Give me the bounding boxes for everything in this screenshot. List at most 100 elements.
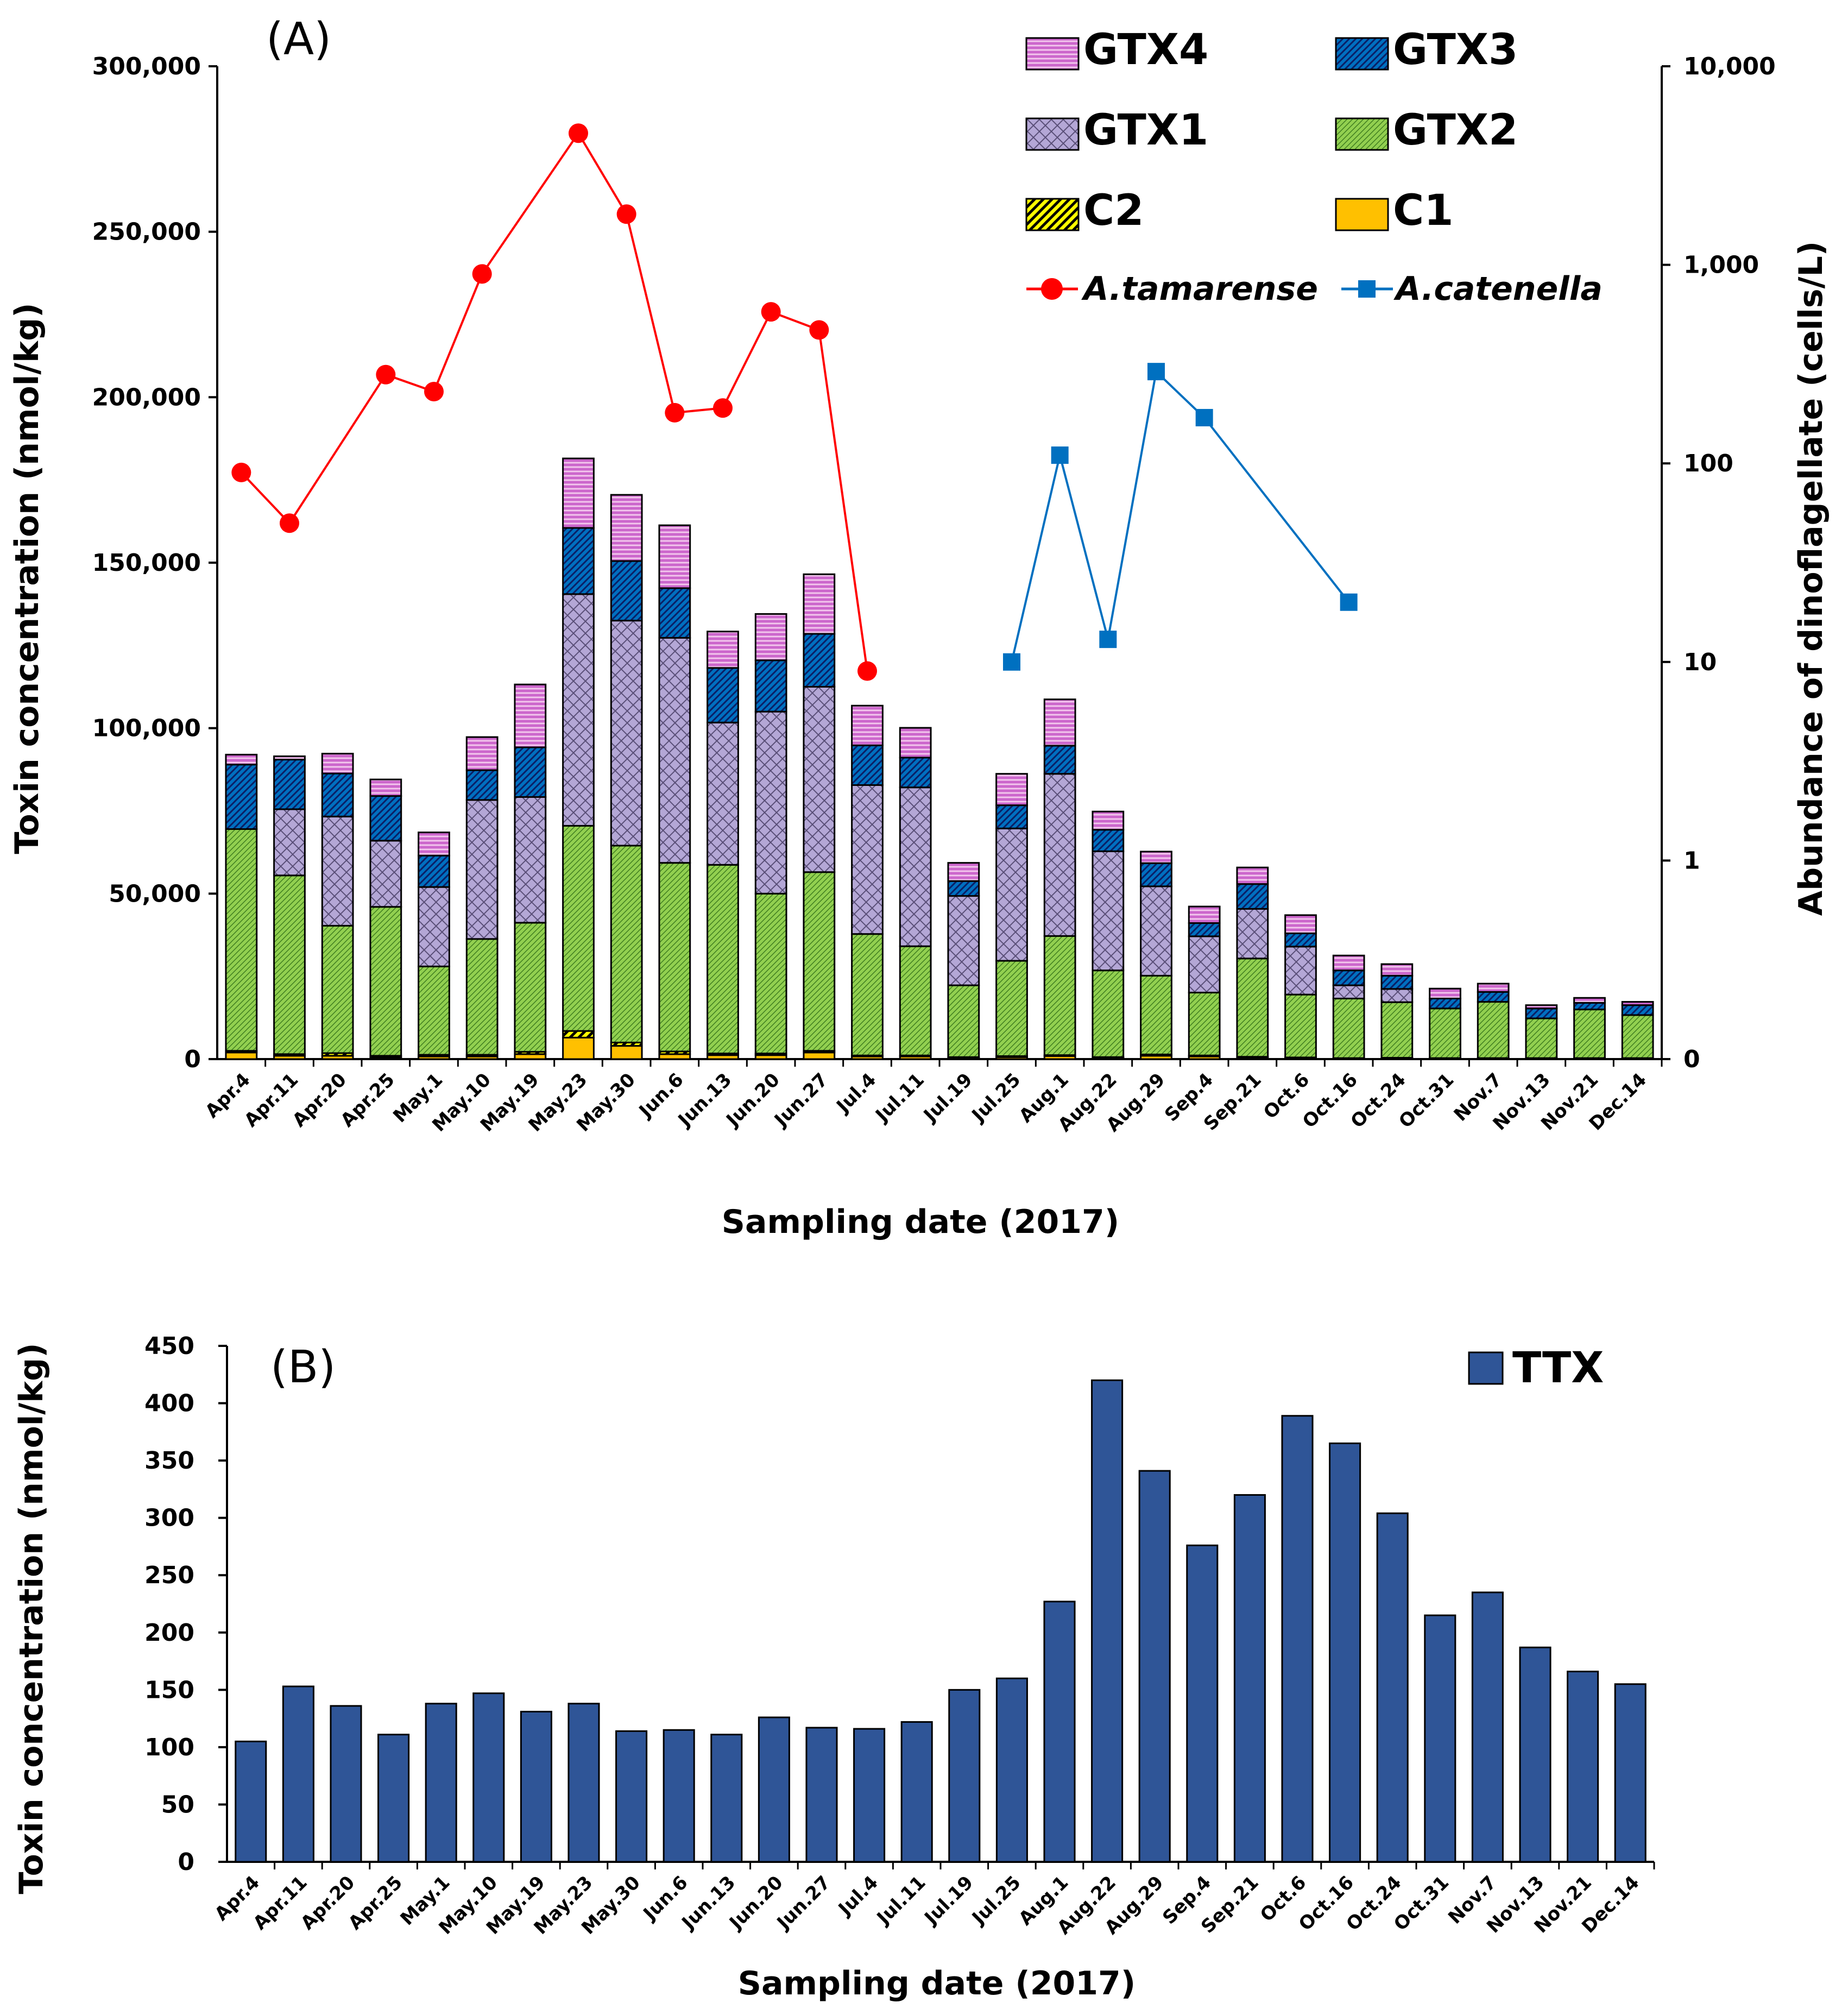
panel-b-y-tick-label: 200 (144, 1619, 194, 1647)
panel-b-bars (235, 1379, 1647, 1863)
bar-gtx1-apr-25 (369, 840, 402, 908)
panel-b-y-tick-label: 350 (144, 1447, 194, 1475)
bar-c1-apr-4 (225, 1051, 258, 1060)
bar-gtx3-apr-11 (273, 759, 306, 810)
bar-gtx1-aug-1 (1043, 773, 1076, 937)
panel-b-y-tick-label: 50 (161, 1791, 194, 1818)
marker-a-tamarense-jun-27 (809, 320, 829, 340)
marker-a-tamarense-may-1 (424, 381, 444, 401)
legend-label-gtx2: GTX2 (1393, 106, 1518, 155)
bar-gtx3-may-1 (418, 854, 450, 888)
panel-a-y2-tick-label: 0 (1683, 1046, 1700, 1073)
panel-a-y2-tick-label: 100 (1683, 450, 1733, 477)
bar-ttx-apr-11 (282, 1685, 314, 1863)
bar-gtx2-oct-31 (1429, 1008, 1461, 1059)
bar-ttx-jul-11 (900, 1721, 933, 1863)
marker-a-catenella-aug-1 (1051, 446, 1069, 464)
bar-gtx1-jul-19 (947, 895, 980, 986)
bar-gtx4-apr-20 (321, 753, 354, 774)
bar-gtx1-may-10 (465, 799, 499, 940)
marker-a-tamarense-apr-4 (231, 462, 251, 482)
bar-gtx4-oct-16 (1332, 954, 1365, 972)
panel-a-y2-axis-title: Abundance of dinoflagellate (cells/L) (1792, 241, 1830, 916)
bar-gtx4-aug-22 (1092, 810, 1125, 831)
marker-a-tamarense-apr-11 (280, 513, 299, 533)
panel-a-y-tick-label: 100,000 (92, 715, 201, 742)
bar-gtx3-sep-21 (1236, 883, 1269, 910)
bar-gtx3-apr-4 (225, 764, 258, 830)
bar-gtx2-may-1 (418, 965, 450, 1056)
bar-gtx3-jul-25 (995, 804, 1028, 829)
bar-gtx2-jul-11 (899, 945, 932, 1056)
bar-ttx-dec-14 (1614, 1683, 1647, 1863)
bar-gtx4-jul-25 (995, 773, 1028, 807)
bar-gtx1-aug-29 (1140, 885, 1172, 977)
bar-gtx1-may-23 (562, 593, 595, 827)
bar-gtx3-oct-24 (1380, 974, 1414, 990)
legend-swatch-gtx4 (1025, 37, 1080, 71)
bar-gtx3-apr-20 (321, 772, 354, 817)
bar-ttx-may-19 (520, 1710, 552, 1863)
bar-ttx-jun-27 (805, 1727, 838, 1863)
bar-gtx4-oct-24 (1380, 963, 1414, 977)
bar-gtx1-aug-22 (1092, 850, 1125, 972)
bar-gtx4-aug-1 (1043, 698, 1076, 747)
panel-b-y-axis-title: Toxin concentration (nmol/kg) (12, 1343, 51, 1894)
bar-ttx-jun-13 (710, 1734, 743, 1863)
marker-a-catenella-aug-22 (1099, 631, 1117, 648)
panel-b-y-tick-label: 400 (144, 1390, 194, 1418)
bar-gtx1-oct-6 (1284, 946, 1317, 996)
bar-ttx-oct-16 (1329, 1442, 1361, 1863)
panel-b-y-tick-label: 250 (144, 1561, 194, 1589)
bar-gtx2-nov-7 (1477, 1001, 1510, 1059)
bar-gtx4-apr-4 (225, 753, 258, 766)
bar-gtx4-apr-11 (273, 755, 306, 761)
panel-a-x-tick-label: Apr.11 (240, 1069, 302, 1131)
bar-gtx2-oct-6 (1284, 993, 1317, 1059)
legend-label-ttx: TTX (1512, 1344, 1604, 1393)
bar-gtx2-dec-14 (1621, 1014, 1654, 1059)
panel-b-y-tick-label: 100 (144, 1734, 194, 1761)
bar-gtx3-oct-31 (1429, 997, 1461, 1010)
bar-gtx2-aug-29 (1140, 974, 1172, 1055)
panel-b: (B) 050100150200250300350400450Apr.4Apr.… (12, 1332, 1655, 2003)
bar-gtx3-nov-7 (1477, 991, 1510, 1003)
line-a-catenella (1011, 369, 1350, 663)
bar-ttx-apr-4 (235, 1740, 267, 1863)
bar-gtx2-sep-21 (1236, 958, 1269, 1058)
panel-b-x-tick-label: Jul.19 (920, 1872, 978, 1930)
legend-label-c2: C2 (1083, 186, 1144, 235)
bar-ttx-jun-20 (758, 1716, 790, 1863)
bar-gtx3-jun-13 (707, 667, 739, 723)
bar-gtx1-apr-11 (273, 808, 306, 877)
marker-a-tamarense-apr-25 (376, 364, 396, 385)
bar-gtx2-apr-11 (273, 874, 306, 1055)
bar-gtx2-may-10 (465, 938, 499, 1056)
legend-swatch-c1 (1335, 198, 1389, 231)
legend-marker-a-tamarense (1041, 278, 1063, 300)
bar-ttx-oct-6 (1281, 1415, 1314, 1863)
bar-ttx-sep-21 (1233, 1494, 1266, 1863)
marker-a-tamarense-jul-4 (857, 661, 877, 681)
bar-gtx1-may-19 (514, 796, 547, 924)
bar-ttx-apr-25 (377, 1734, 410, 1863)
bar-gtx2-nov-13 (1525, 1017, 1558, 1059)
bar-gtx2-nov-21 (1573, 1009, 1606, 1059)
panel-b-x-tick-label: Jul.25 (967, 1872, 1025, 1930)
bar-gtx3-aug-1 (1043, 745, 1076, 775)
legend-label-a-tamarense: A.tamarense (1081, 270, 1318, 308)
bar-gtx2-jul-19 (947, 984, 980, 1058)
bar-gtx2-jun-20 (754, 892, 787, 1055)
bar-gtx4-may-30 (610, 494, 643, 562)
marker-a-tamarense-jun-13 (713, 398, 733, 418)
bar-gtx2-may-30 (610, 845, 643, 1044)
bar-gtx4-dec-14 (1621, 1001, 1654, 1006)
bar-gtx4-jul-11 (899, 727, 932, 759)
panel-a-x-tick-label: Jun.20 (722, 1069, 784, 1131)
marker-a-tamarense-may-23 (569, 123, 588, 143)
bar-gtx3-may-23 (562, 527, 595, 595)
bar-ttx-aug-22 (1091, 1379, 1124, 1863)
panel-a-bars (225, 457, 1654, 1060)
bar-gtx3-jul-19 (947, 880, 980, 897)
